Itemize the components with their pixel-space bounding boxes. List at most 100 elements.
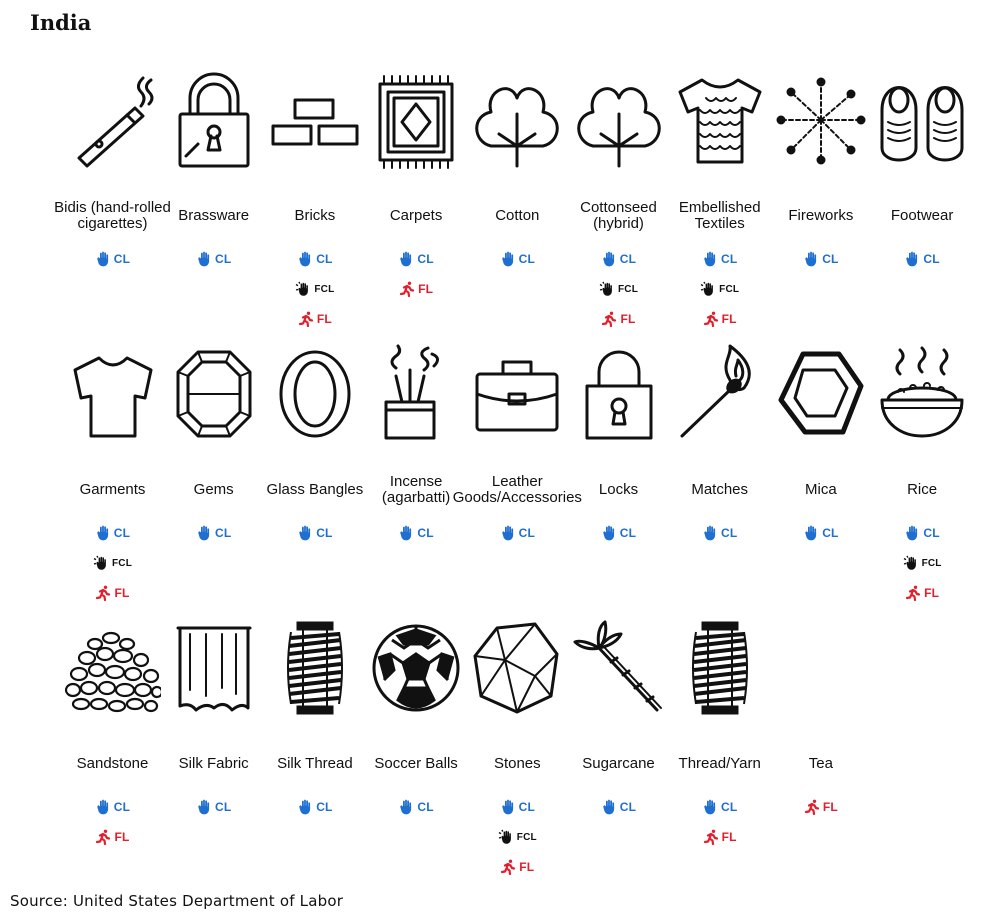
badge-list: CL FL <box>669 792 770 852</box>
hand-icon <box>702 525 718 541</box>
cl-badge: CL <box>467 792 568 822</box>
hand-icon <box>903 555 919 571</box>
good-label: Bidis (hand-rolled cigarettes) <box>54 199 171 232</box>
badge-list: CL <box>872 244 973 274</box>
good-label: Matches <box>691 481 749 498</box>
fl-badge: FL <box>366 274 467 304</box>
shoes-icon <box>874 70 970 170</box>
fcl-badge: FCL <box>568 274 669 304</box>
good-locks: Locks CL <box>568 344 669 618</box>
good-glass-bangles: Glass Bangles CL <box>264 344 365 618</box>
fl-badge-label: FL <box>114 586 130 600</box>
hand-icon <box>398 251 414 267</box>
cl-badge: CL <box>467 244 568 274</box>
hand-icon <box>601 251 617 267</box>
good-label: Bricks <box>294 207 336 224</box>
spool-icon <box>267 618 363 718</box>
good-label: Stones <box>493 755 541 772</box>
badge-list: CL <box>467 518 568 548</box>
running-person-icon <box>500 859 516 875</box>
good-label: Glass Bangles <box>266 481 364 498</box>
badge-list: CL FCL FL <box>264 244 365 334</box>
good-label: Sugarcane <box>582 755 655 772</box>
blank-icon <box>773 618 869 718</box>
badge-list: CL <box>163 518 264 548</box>
badge-list: CL <box>264 792 365 822</box>
good-cotton: Cotton CL <box>467 70 568 344</box>
hand-icon <box>700 281 716 297</box>
hand-icon <box>297 799 313 815</box>
cl-badge-label: CL <box>518 526 535 540</box>
good-footwear: Footwear CL <box>872 70 973 344</box>
gem-icon <box>166 344 262 444</box>
good-label: Gems <box>193 481 234 498</box>
good-stones: Stones CL FCL FL <box>467 618 568 892</box>
good-label: Leather Goods/Accessories <box>452 473 582 506</box>
cl-badge: CL <box>163 792 264 822</box>
hand-icon <box>95 251 111 267</box>
fcl-badge: FCL <box>467 822 568 852</box>
good-mica: Mica CL <box>770 344 871 618</box>
cl-badge-label: CL <box>619 526 637 540</box>
cl-badge-label: CL <box>720 800 738 814</box>
fl-badge: FL <box>669 304 770 334</box>
badge-list: CL FCL FL <box>872 518 973 608</box>
good-embellished-textiles: Embellished Textiles CL FCL FL <box>669 70 770 344</box>
good-gems: Gems CL <box>163 344 264 618</box>
fl-badge-label: FL <box>316 312 332 326</box>
cl-badge-label: CL <box>720 526 738 540</box>
spool-icon <box>672 618 768 718</box>
running-person-icon <box>703 311 719 327</box>
sequin-shirt-icon <box>672 70 768 170</box>
cl-badge: CL <box>264 792 365 822</box>
fl-badge: FL <box>568 304 669 334</box>
cl-badge: CL <box>872 244 973 274</box>
good-label: Silk Thread <box>277 755 353 772</box>
badge-list: CL <box>264 518 365 548</box>
cl-badge-label: CL <box>923 526 940 540</box>
cl-badge-label: CL <box>822 526 839 540</box>
cl-badge-label: CL <box>518 252 535 266</box>
incense-icon <box>368 344 464 444</box>
fl-badge-label: FL <box>721 312 737 326</box>
fl-badge-label: FL <box>418 282 434 296</box>
fl-badge-label: FL <box>721 830 737 844</box>
cl-badge-label: CL <box>518 800 535 814</box>
fcl-badge-label: FCL <box>719 283 740 295</box>
curtain-icon <box>166 618 262 718</box>
goods-row: Sandstone CL FL Silk Fabric CL Silk Thread C… <box>62 618 974 892</box>
running-person-icon <box>298 311 314 327</box>
good-label: Cottonseed (hybrid) <box>580 199 657 232</box>
badge-list: CL <box>163 792 264 822</box>
good-fireworks: Fireworks CL <box>770 70 871 344</box>
running-person-icon <box>95 585 111 601</box>
carpet-icon <box>368 70 464 170</box>
cl-badge: CL <box>264 244 365 274</box>
fl-badge-label: FL <box>620 312 636 326</box>
lock-icon <box>571 344 667 444</box>
running-person-icon <box>804 799 820 815</box>
badge-list: CL FL <box>366 244 467 304</box>
fcl-badge: FCL <box>264 274 365 304</box>
hand-icon <box>297 525 313 541</box>
cl-badge-label: CL <box>113 252 131 266</box>
good-tea: Tea FL <box>770 618 871 892</box>
cl-badge-label: CL <box>417 800 434 814</box>
good-label: Incense (agarbatti) <box>381 473 451 506</box>
good-label: Soccer Balls <box>374 755 458 772</box>
fl-badge: FL <box>62 822 163 852</box>
hand-icon <box>904 525 920 541</box>
goods-row: Garments CL FCL FL Gems CL Glass Bangles CL In… <box>62 344 974 618</box>
hand-icon <box>196 251 212 267</box>
cl-badge: CL <box>568 518 669 548</box>
cl-badge: CL <box>366 518 467 548</box>
cl-badge-label: CL <box>316 252 333 266</box>
cl-badge: CL <box>872 518 973 548</box>
good-sugarcane: Sugarcane CL <box>568 618 669 892</box>
stones-pile-icon <box>64 618 161 718</box>
hand-icon <box>95 799 111 815</box>
good-matches: Matches CL <box>669 344 770 618</box>
badge-list: CL <box>366 792 467 822</box>
cl-badge: CL <box>568 792 669 822</box>
hand-icon <box>599 281 615 297</box>
